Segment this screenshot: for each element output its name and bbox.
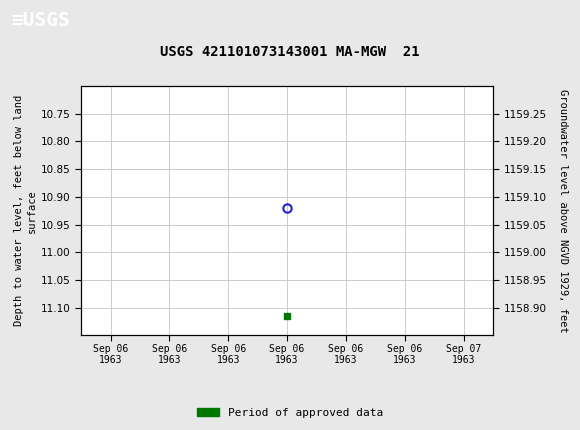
Text: ≡USGS: ≡USGS — [12, 11, 70, 30]
Legend: Period of approved data: Period of approved data — [193, 403, 387, 422]
Text: USGS 421101073143001 MA-MGW  21: USGS 421101073143001 MA-MGW 21 — [160, 45, 420, 59]
Y-axis label: Depth to water level, feet below land
surface: Depth to water level, feet below land su… — [14, 95, 37, 326]
Y-axis label: Groundwater level above NGVD 1929, feet: Groundwater level above NGVD 1929, feet — [557, 89, 568, 332]
